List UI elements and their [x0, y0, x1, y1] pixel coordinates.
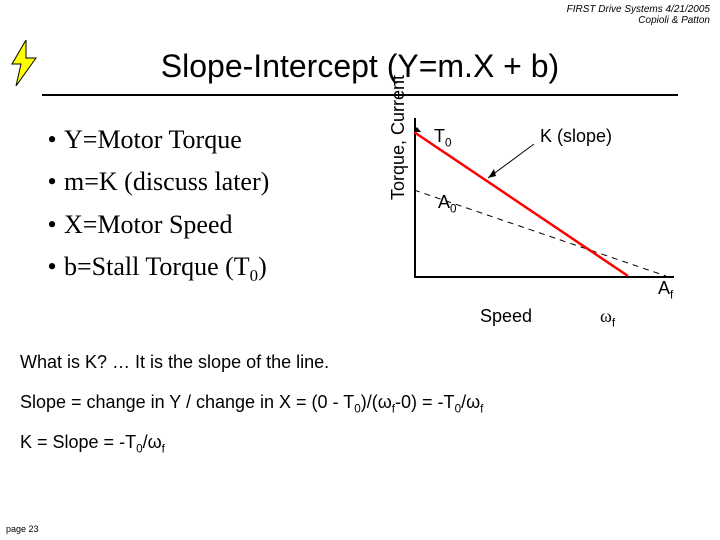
bullet-sub: 0: [250, 266, 258, 285]
wf-label: ωf: [600, 306, 615, 330]
explain-line-2: Slope = change in Y / change in X = (0 -…: [20, 392, 483, 416]
k-pointer-arrowhead: [488, 169, 496, 178]
bullet-list: • Y=Motor Torque • m=K (discuss later) •…: [40, 120, 370, 290]
l2-s4: f: [480, 403, 483, 416]
af-label: Af: [658, 278, 673, 302]
bullet-dot: •: [40, 247, 64, 289]
l3-m: /ω: [143, 432, 162, 452]
bullet-text: Y=Motor Torque: [64, 120, 242, 162]
bullet-item: • m=K (discuss later): [40, 162, 370, 204]
header-line2: Copioli & Patton: [567, 15, 710, 26]
a0-pre: A: [438, 192, 450, 212]
bullet-pre: X=Motor Speed: [64, 210, 232, 239]
bullet-pre: m=K (discuss later): [64, 167, 269, 196]
bullet-item: • Y=Motor Torque: [40, 120, 370, 162]
bullet-dot: •: [40, 120, 64, 162]
page-title: Slope-Intercept (Y=m.X + b): [0, 48, 720, 85]
bullet-post: ): [258, 252, 267, 281]
t0-sub: 0: [445, 137, 452, 150]
t0-tick: [414, 127, 421, 132]
l2-pre: Slope = change in Y / change in X = (0 -…: [20, 392, 354, 412]
bullet-text: m=K (discuss later): [64, 162, 269, 204]
bullet-pre: Y=Motor Torque: [64, 125, 242, 154]
bullet-dot: •: [40, 162, 64, 204]
slide: FIRST Drive Systems 4/21/2005 Copioli & …: [0, 0, 720, 540]
t0-label: T0: [434, 126, 452, 150]
af-pre: A: [658, 278, 670, 298]
bullet-dot: •: [40, 205, 64, 247]
wf-sub: f: [612, 317, 615, 330]
explain-line-3: K = Slope = -T0/ωf: [20, 432, 165, 456]
wf-pre: ω: [600, 306, 612, 326]
page-number: page 23: [6, 524, 39, 534]
l3-pre: K = Slope = -T: [20, 432, 136, 452]
t0-pre: T: [434, 126, 445, 146]
a0-label: A0: [438, 192, 457, 216]
header-right: FIRST Drive Systems 4/21/2005 Copioli & …: [567, 4, 710, 26]
chart-area: T0 A0 K (slope) Af: [414, 118, 678, 294]
l2-m2: -0) = -T: [395, 392, 455, 412]
l3-s2: f: [162, 443, 165, 456]
bullet-text: b=Stall Torque (T0): [64, 247, 267, 289]
bullet-item: • b=Stall Torque (T0): [40, 247, 370, 289]
a0-sub: 0: [450, 203, 457, 216]
l2-m1: )/(ω: [361, 392, 392, 412]
bullet-text: X=Motor Speed: [64, 205, 232, 247]
header-line1: FIRST Drive Systems 4/21/2005: [567, 4, 710, 15]
bullet-item: • X=Motor Speed: [40, 205, 370, 247]
bullet-pre: b=Stall Torque (T: [64, 252, 250, 281]
y-axis-label: Torque, Current: [388, 75, 409, 200]
explain-line-1: What is K? … It is the slope of the line…: [20, 352, 329, 373]
k-slope-label: K (slope): [540, 126, 612, 147]
l2-m3: /ω: [461, 392, 480, 412]
af-sub: f: [670, 289, 673, 302]
x-axis-label: Speed: [480, 306, 532, 327]
title-rule: [42, 94, 678, 96]
